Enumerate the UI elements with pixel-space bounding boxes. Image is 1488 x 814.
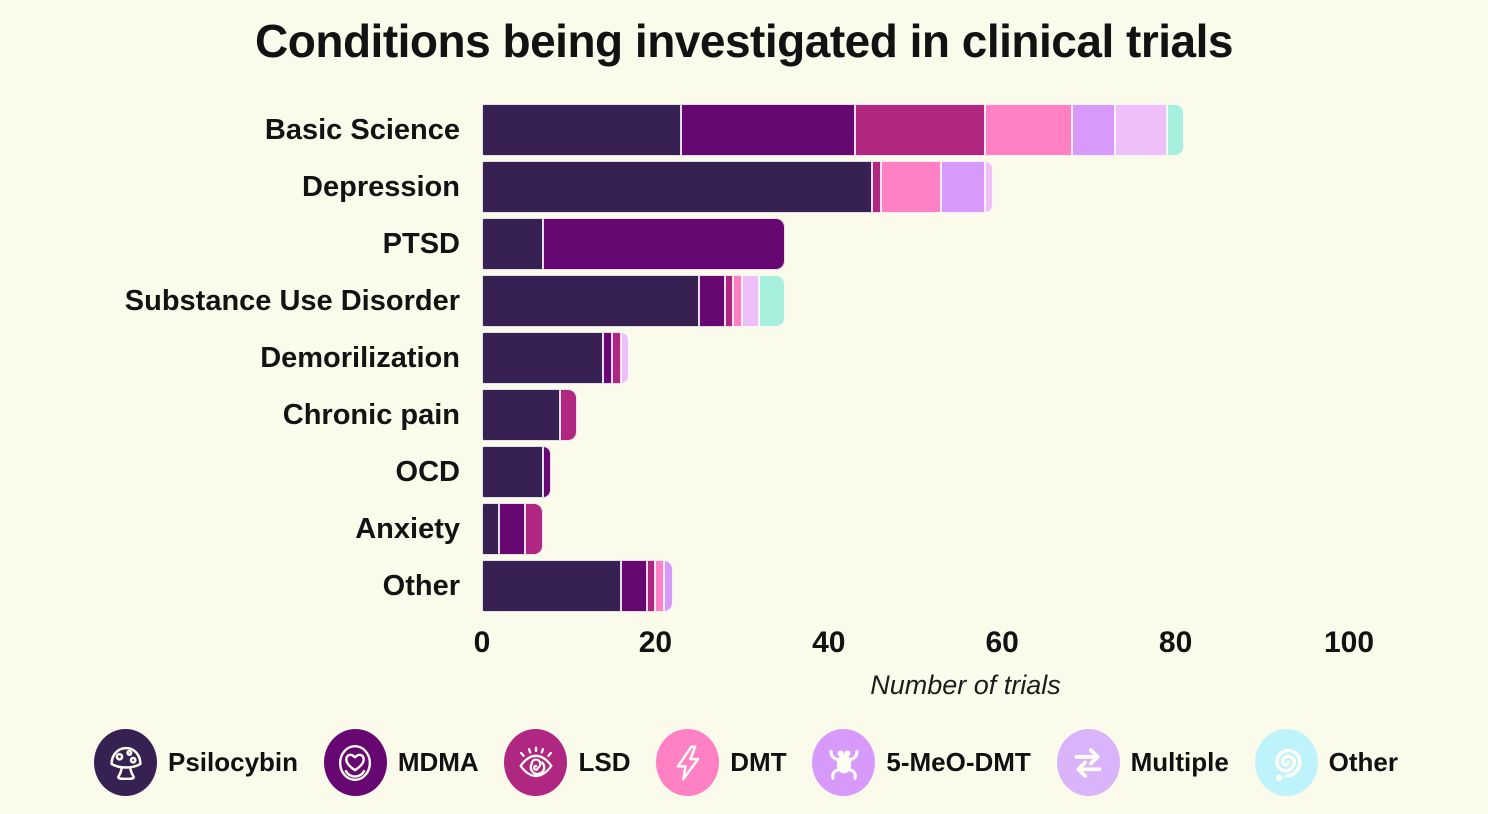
chart-legend: Psilocybin MDMA LSD DMT 5-MeO-DMT Multiple Oth… xyxy=(0,729,1488,796)
category-label: Anxiety xyxy=(355,513,460,545)
bar-segment-dmt xyxy=(655,560,665,612)
legend-label: MDMA xyxy=(397,747,479,777)
bar-segment-multiple xyxy=(984,161,994,213)
bar-segment-psilocybin xyxy=(482,218,543,270)
lightning-icon xyxy=(656,729,720,796)
bar-segment-lsd xyxy=(646,560,656,612)
x-tick-20: 20 xyxy=(638,626,673,659)
bar-segment-lsd xyxy=(612,332,621,384)
stacked-bar xyxy=(482,218,786,270)
legend-item-5-meo-dmt: 5-MeO-DMT xyxy=(812,729,1031,796)
x-axis: 0 20 40 60 80 100 xyxy=(474,622,1374,666)
bar-segment-dmt xyxy=(880,161,942,213)
bar-segment-psilocybin xyxy=(482,275,699,327)
stacked-bar xyxy=(482,161,994,213)
bar-segment-psilocybin xyxy=(482,161,873,213)
legend-label: LSD xyxy=(578,747,631,777)
bar-segment-dmt xyxy=(984,104,1072,156)
chart-row-chronic-pain: Chronic pain xyxy=(0,389,1488,441)
stacked-bar xyxy=(482,275,786,327)
x-axis-label: Number of trials xyxy=(870,670,1061,700)
bar-segment-psilocybin xyxy=(482,503,500,555)
x-tick-60: 60 xyxy=(985,626,1019,659)
bar-segment-mdma xyxy=(542,218,786,270)
bar-segment-multiple xyxy=(742,275,760,327)
legend-item-other: Other xyxy=(1254,729,1398,796)
x-tick-40: 40 xyxy=(812,626,846,659)
frog-icon xyxy=(812,729,876,796)
stacked-bar xyxy=(482,446,552,498)
category-label: Demorilization xyxy=(260,342,460,374)
bar-segment-mdma xyxy=(681,104,855,156)
chart-row-anxiety: Anxiety xyxy=(0,503,1488,555)
bar-segment-5-meo-dmt xyxy=(941,161,985,213)
bar-segment-mdma xyxy=(620,560,647,612)
legend-item-psilocybin: Psilocybin xyxy=(94,729,298,796)
chart-row-depression: Depression xyxy=(0,161,1488,213)
bar-segment-other xyxy=(1166,104,1185,156)
x-tick-100: 100 xyxy=(1323,626,1375,659)
bar-segment-5-meo-dmt xyxy=(664,560,673,612)
bar-segment-other xyxy=(759,275,786,327)
bar-segment-lsd xyxy=(525,503,543,555)
bar-segment-lsd xyxy=(560,389,578,441)
chart-rows: Basic Science Depression PTSD Substance Use… xyxy=(0,104,1488,612)
legend-item-multiple: Multiple xyxy=(1056,729,1229,796)
bar-segment-lsd xyxy=(724,275,734,327)
bar-segment-mdma xyxy=(542,446,552,498)
arrows-icon xyxy=(1056,729,1120,796)
chart-row-basic-science: Basic Science xyxy=(0,104,1488,156)
stacked-bar xyxy=(482,560,673,612)
legend-label: DMT xyxy=(730,747,787,777)
bar-segment-multiple xyxy=(620,332,630,384)
stacked-bar xyxy=(482,389,578,441)
legend-label: Multiple xyxy=(1130,747,1229,777)
bar-segment-5-meo-dmt xyxy=(1071,104,1115,156)
bar-segment-lsd xyxy=(854,104,985,156)
legend-item-dmt: DMT xyxy=(656,729,787,796)
heart-icon xyxy=(323,729,387,796)
legend-item-mdma: MDMA xyxy=(323,729,479,796)
category-label: Chronic pain xyxy=(282,399,460,431)
legend-label: Psilocybin xyxy=(168,747,299,777)
bar-segment-dmt xyxy=(733,275,743,327)
bar-segment-psilocybin xyxy=(482,446,543,498)
stacked-bar xyxy=(482,503,543,555)
chart-row-ptsd: PTSD xyxy=(0,218,1488,270)
bar-segment-psilocybin xyxy=(482,332,604,384)
chart-row-substance-use-disorder: Substance Use Disorder xyxy=(0,275,1488,327)
x-tick-80: 80 xyxy=(1158,626,1193,659)
spiral-icon xyxy=(1254,729,1318,796)
legend-item-lsd: LSD xyxy=(504,729,630,796)
legend-label: 5-MeO-DMT xyxy=(886,747,1031,777)
eye-icon xyxy=(504,729,568,796)
category-label: Substance Use Disorder xyxy=(124,285,460,317)
category-label: PTSD xyxy=(382,228,460,260)
bar-segment-multiple xyxy=(1114,104,1167,156)
category-label: OCD xyxy=(395,456,460,488)
bar-segment-mdma xyxy=(603,332,613,384)
bar-segment-lsd xyxy=(872,161,881,213)
chart-row-other: Other xyxy=(0,560,1488,612)
bar-segment-mdma xyxy=(698,275,725,327)
bar-segment-psilocybin xyxy=(482,389,561,441)
bar-segment-psilocybin xyxy=(482,560,621,612)
category-label: Depression xyxy=(302,171,460,203)
mushroom-icon xyxy=(94,729,157,796)
stacked-bar xyxy=(482,332,630,384)
chart-row-ocd: OCD xyxy=(0,446,1488,498)
bar-chart: Basic Science Depression PTSD Substance Use… xyxy=(0,104,1488,701)
legend-label: Other xyxy=(1328,747,1398,777)
chart-title: Conditions being investigated in clinica… xyxy=(255,15,1233,67)
x-tick-0: 0 xyxy=(473,626,491,659)
bar-segment-mdma xyxy=(499,503,526,555)
category-label: Other xyxy=(382,570,460,602)
category-label: Basic Science xyxy=(264,114,460,146)
chart-row-demorilization: Demorilization xyxy=(0,332,1488,384)
bar-segment-psilocybin xyxy=(482,104,682,156)
stacked-bar xyxy=(482,104,1185,156)
